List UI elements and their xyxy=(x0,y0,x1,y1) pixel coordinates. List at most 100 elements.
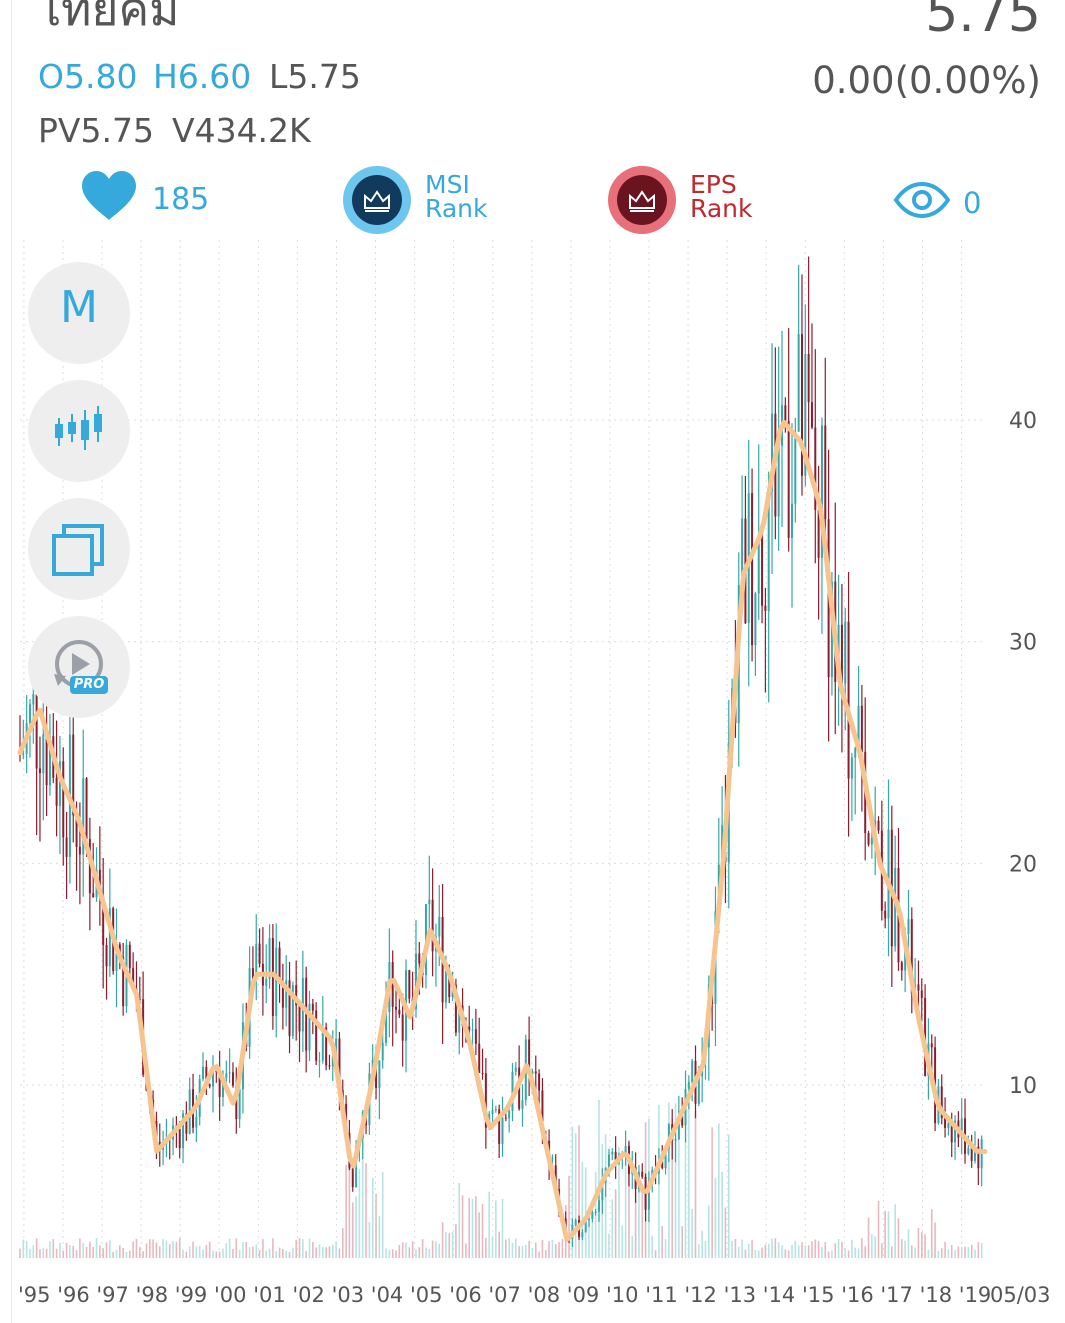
volume-bar xyxy=(930,1209,933,1258)
volume-bar xyxy=(787,1250,790,1258)
volume-bar xyxy=(821,1247,823,1258)
volume-bar xyxy=(218,1251,221,1258)
volume-bar xyxy=(767,1243,770,1258)
volume-bar xyxy=(385,1248,387,1258)
candle-body xyxy=(182,1113,185,1149)
stats-row: 185 MSI Rank EPS Rank 0 xyxy=(0,160,1065,240)
candle-body xyxy=(824,425,827,520)
volume-bar xyxy=(584,1167,587,1258)
chart-type-button[interactable] xyxy=(28,380,130,482)
volume-bar xyxy=(910,1245,913,1258)
volume-bar xyxy=(375,1193,377,1258)
volume-bar xyxy=(242,1242,244,1258)
volume-bar xyxy=(378,1215,381,1258)
candle-body xyxy=(414,953,417,1010)
volume-bar xyxy=(824,1241,827,1258)
candle-body xyxy=(178,1129,181,1149)
volume-bar xyxy=(624,1160,627,1258)
volume-bar xyxy=(465,1243,467,1258)
volume-bar xyxy=(318,1244,321,1258)
candle-body xyxy=(647,1184,650,1210)
candle-body xyxy=(531,1071,534,1075)
y-tick-label: 10 xyxy=(1009,1074,1037,1099)
volume-bar xyxy=(138,1246,141,1258)
candle-body xyxy=(298,1005,301,1032)
volume-bar xyxy=(368,1222,371,1258)
volume-bar xyxy=(777,1242,780,1258)
watch-button[interactable] xyxy=(893,181,951,222)
volume-bar xyxy=(488,1191,490,1258)
volume-bar xyxy=(897,1218,900,1258)
replay-button[interactable]: PRO xyxy=(28,616,130,718)
candle-body xyxy=(85,778,88,840)
volume-bar xyxy=(418,1247,421,1258)
candle-body xyxy=(45,734,48,786)
volume-bar xyxy=(155,1242,158,1258)
volume-bar xyxy=(521,1245,524,1258)
volume-bar xyxy=(638,1185,640,1258)
volume-bar xyxy=(967,1247,970,1258)
volume-bar xyxy=(618,1146,620,1258)
volume-bar xyxy=(331,1244,334,1258)
volume-bar xyxy=(498,1231,500,1258)
volume-bar xyxy=(944,1241,946,1258)
volume-bar xyxy=(678,1111,680,1258)
volume-bar xyxy=(115,1249,118,1258)
volume-bar xyxy=(441,1222,444,1258)
candle-body xyxy=(960,1118,963,1138)
candle-body xyxy=(478,1043,481,1073)
volume-bar xyxy=(252,1246,254,1258)
candle-body xyxy=(225,1073,228,1078)
candle-body xyxy=(591,1211,594,1220)
candle-body xyxy=(588,1219,591,1221)
x-tick-label: '09 xyxy=(567,1283,600,1307)
volume-bar xyxy=(431,1240,434,1258)
period-button[interactable]: M xyxy=(28,262,130,364)
volume-bar xyxy=(794,1240,797,1258)
volume-bar xyxy=(295,1239,297,1258)
candle-body xyxy=(511,1071,514,1112)
volume-bar xyxy=(258,1250,261,1258)
volume-bar xyxy=(864,1246,867,1258)
volume-bar xyxy=(122,1247,124,1258)
candle-body xyxy=(288,980,291,1036)
volume-bar xyxy=(801,1242,803,1258)
candle-body xyxy=(764,605,767,612)
eps-rank-button[interactable] xyxy=(608,166,676,234)
volume-bar xyxy=(960,1246,963,1258)
candle-body xyxy=(378,1060,381,1089)
candle-body xyxy=(481,1072,484,1074)
copy-icon xyxy=(52,524,104,576)
x-tick-label: '08 xyxy=(528,1283,561,1307)
volume-bar xyxy=(168,1244,171,1258)
candle-body xyxy=(501,1117,504,1144)
candle-body xyxy=(614,1151,617,1163)
candle-body xyxy=(814,427,817,510)
volume-bar xyxy=(901,1239,903,1258)
volume-bar xyxy=(704,1241,707,1258)
volume-bar xyxy=(288,1251,291,1258)
candle-body xyxy=(381,1042,384,1061)
like-button[interactable] xyxy=(80,170,138,226)
volume-bar xyxy=(668,1102,670,1258)
candle-body xyxy=(315,1010,318,1061)
msi-rank-button[interactable] xyxy=(343,166,411,234)
compare-button[interactable] xyxy=(28,498,130,600)
volume-bar xyxy=(62,1250,65,1258)
x-tick-label: '04 xyxy=(371,1283,404,1307)
candle-body xyxy=(291,985,294,1036)
candle-body xyxy=(900,962,903,971)
volume-bar xyxy=(182,1249,184,1258)
volume-bar xyxy=(761,1247,763,1258)
volume-bar xyxy=(135,1238,138,1258)
msi-rank-label-1: MSI xyxy=(425,170,470,199)
volume-bar xyxy=(99,1245,101,1258)
volume-bar xyxy=(914,1247,916,1258)
volume-bar xyxy=(924,1234,926,1258)
volume-bar xyxy=(408,1247,411,1258)
candle-body xyxy=(847,621,850,779)
msi-rank-label-2: Rank xyxy=(425,194,488,223)
volume-bar xyxy=(89,1241,91,1258)
volume-bar xyxy=(282,1248,284,1258)
